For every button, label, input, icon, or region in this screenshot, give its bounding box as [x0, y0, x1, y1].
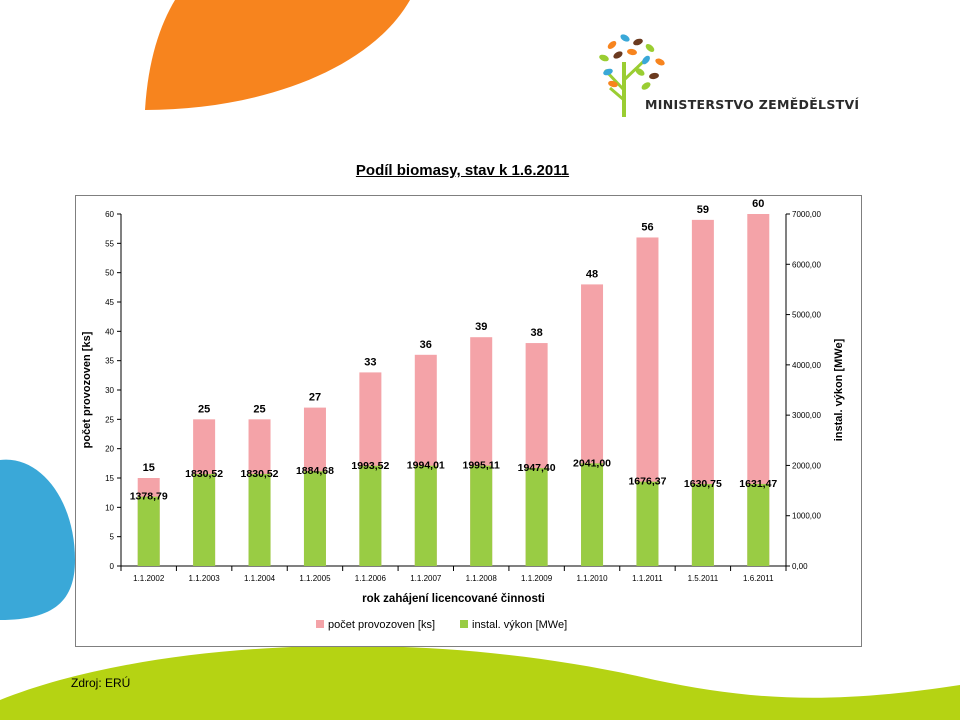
bar-instal-vykon [691, 483, 714, 566]
left-tick-label: 40 [105, 327, 114, 336]
data-label-vykon: 2041,00 [573, 457, 611, 469]
y-axis-title: počet provozoven [ks] [81, 331, 93, 448]
x-tick-label: 1.1.2011 [632, 574, 663, 583]
x-tick-label: 1.1.2008 [466, 574, 498, 583]
bar-instal-vykon [359, 465, 382, 566]
data-label-pocet: 25 [198, 403, 210, 415]
bar-instal-vykon [248, 473, 271, 566]
y2-axis-title: instal. výkon [MWe] [833, 338, 845, 441]
x-tick-label: 1.1.2007 [410, 574, 442, 583]
bar-pocet-provozoven [747, 214, 770, 566]
data-label-pocet: 25 [253, 403, 265, 415]
data-label-pocet: 39 [475, 321, 487, 333]
data-label-pocet: 15 [143, 462, 155, 474]
right-tick-label: 7000,00 [792, 210, 821, 219]
left-tick-label: 25 [105, 415, 114, 424]
bar-instal-vykon [137, 496, 160, 566]
left-tick-label: 50 [105, 269, 114, 278]
x-tick-label: 1.1.2002 [133, 574, 165, 583]
left-tick-label: 10 [105, 503, 114, 512]
data-label-vykon: 1993,52 [351, 460, 389, 472]
bar-instal-vykon [525, 468, 548, 566]
data-label-pocet: 56 [641, 221, 653, 233]
chart-svg: 0 5 10 15 20 25 30 35 40 45 50 55 60 0,00 1000,00 2000,… [81, 198, 845, 631]
bar-instal-vykon [193, 473, 216, 566]
data-label-vykon: 1830,52 [241, 468, 279, 480]
left-tick-label: 45 [105, 298, 114, 307]
data-label-vykon: 1631,47 [739, 478, 777, 490]
data-label-vykon: 1676,37 [628, 476, 666, 488]
data-label-pocet: 59 [697, 204, 709, 216]
bar-instal-vykon [470, 465, 493, 566]
x-tick-label: 1.1.2005 [299, 574, 331, 583]
x-tick-label: 1.6.2011 [743, 574, 774, 583]
left-tick-label: 20 [105, 445, 114, 454]
legend-label-pocet: počet provozoven [ks] [328, 619, 435, 631]
data-label-pocet: 33 [364, 356, 376, 368]
legend-swatch-pocet [316, 620, 324, 628]
data-label-vykon: 1378,79 [130, 491, 168, 503]
data-label-vykon: 1947,40 [518, 462, 556, 474]
data-label-pocet: 48 [586, 268, 598, 280]
x-tick-label: 1.1.2004 [244, 574, 276, 583]
left-tick-label: 30 [105, 386, 114, 395]
data-label-vykon: 1995,11 [463, 460, 501, 472]
right-tick-label: 2000,00 [792, 461, 821, 470]
right-tick-label: 0,00 [792, 562, 808, 571]
bar-instal-vykon [747, 483, 770, 566]
left-tick-label: 55 [105, 239, 114, 248]
x-tick-label: 1.5.2011 [688, 574, 719, 583]
data-label-vykon: 1884,68 [296, 465, 334, 477]
x-tick-label: 1.1.2006 [355, 574, 387, 583]
right-tick-label: 6000,00 [792, 260, 821, 269]
bar-instal-vykon [414, 465, 437, 566]
x-tick-label: 1.1.2003 [189, 574, 221, 583]
data-label-vykon: 1630,75 [684, 478, 722, 490]
left-tick-label: 35 [105, 357, 114, 366]
right-tick-label: 3000,00 [792, 411, 821, 420]
right-tick-label: 4000,00 [792, 361, 821, 370]
legend-label-vykon: instal. výkon [MWe] [472, 619, 567, 631]
logo-text: MINISTERSTVO ZEMĚDĚLSTVÍ [645, 97, 860, 112]
legend-swatch-vykon [460, 620, 468, 628]
blue-circle-shape [0, 459, 75, 620]
x-axis-title: rok zahájení licencované činnosti [362, 593, 545, 605]
right-tick-label: 5000,00 [792, 311, 821, 320]
x-tick-label: 1.1.2010 [576, 574, 608, 583]
green-wave-shape [0, 645, 960, 720]
data-label-pocet: 27 [309, 392, 321, 404]
right-tick-label: 1000,00 [792, 512, 821, 521]
left-tick-label: 5 [110, 533, 115, 542]
chart-area: 0 5 10 15 20 25 30 35 40 45 50 55 60 0,00 1000,00 2000,… [75, 195, 862, 647]
bar-instal-vykon [581, 463, 604, 566]
data-label-vykon: 1830,52 [185, 468, 223, 480]
data-label-pocet: 60 [752, 198, 764, 210]
data-label-pocet: 36 [420, 339, 432, 351]
left-tick-label: 0 [110, 562, 115, 571]
data-label-pocet: 38 [531, 327, 543, 339]
orange-leaf-shape [145, 0, 410, 110]
left-tick-label: 60 [105, 210, 114, 219]
chart-title: Podíl biomasy, stav k 1.6.2011 [355, 162, 570, 179]
bar-pocet-provozoven [691, 219, 714, 566]
data-label-vykon: 1994,01 [407, 460, 445, 472]
bar-instal-vykon [636, 481, 659, 566]
bar-instal-vykon [303, 471, 326, 566]
left-tick-label: 15 [105, 474, 114, 483]
x-tick-label: 1.1.2009 [521, 574, 553, 583]
source-note: Zdroj: ERÚ [71, 676, 131, 690]
